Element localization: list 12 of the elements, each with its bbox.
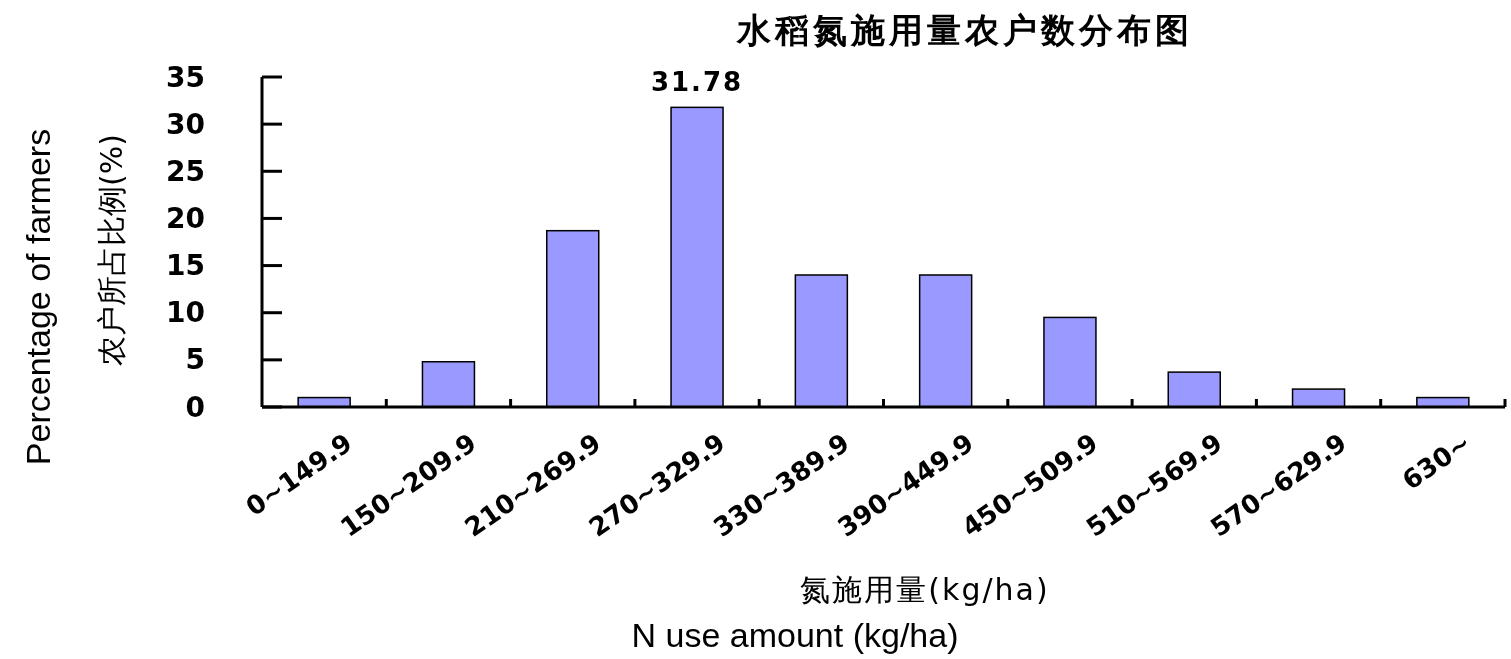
chart-title: 水稻氮施用量农户数分布图: [736, 10, 1193, 50]
y-axis-title: Percentage of farmers 农户所占比例(%): [19, 128, 129, 466]
x-axis-title: 氮施用量(kg/ha) N use amount (kg/ha): [631, 572, 1050, 654]
y-tick-label: 5: [185, 343, 205, 377]
y-tick-label: 25: [166, 154, 205, 188]
y-tick-label: 30: [166, 107, 205, 141]
data-label: 31.78: [650, 67, 744, 98]
y-tick-label: 35: [166, 60, 205, 94]
y-tick-label: 20: [166, 201, 205, 235]
y-tick-label: 10: [166, 296, 205, 330]
y-tick-label: 15: [166, 249, 205, 283]
y-tick-label: 0: [185, 390, 205, 424]
